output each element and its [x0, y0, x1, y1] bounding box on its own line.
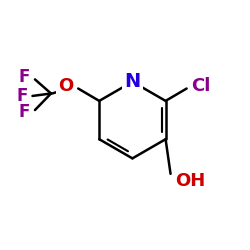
Text: F: F: [16, 87, 28, 105]
Text: N: N: [124, 72, 140, 91]
Text: OH: OH: [176, 172, 206, 190]
Text: O: O: [58, 77, 73, 95]
Text: Cl: Cl: [192, 77, 211, 95]
Text: F: F: [19, 103, 30, 121]
Text: F: F: [19, 68, 30, 86]
